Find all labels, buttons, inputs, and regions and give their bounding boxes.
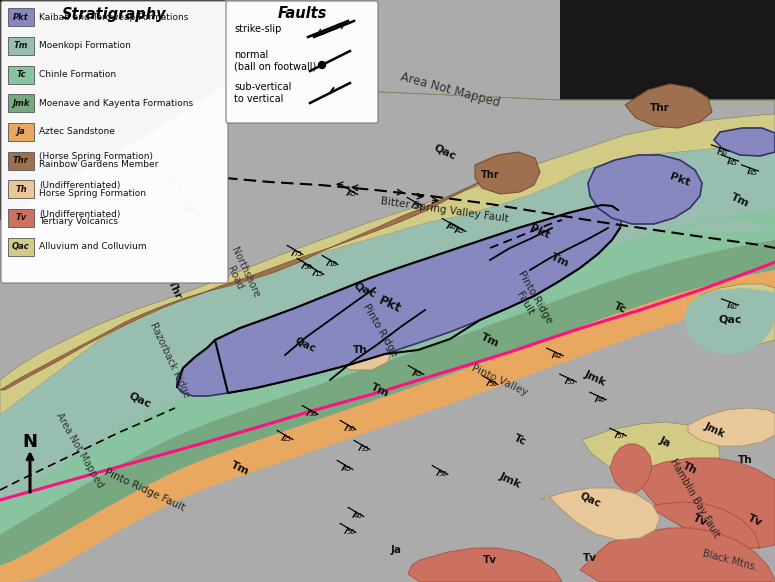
- Text: (Undifferentiated): (Undifferentiated): [39, 181, 120, 190]
- Text: N: N: [22, 433, 37, 451]
- Text: Qac: Qac: [179, 201, 205, 219]
- Text: Jmk: Jmk: [703, 421, 727, 439]
- Text: Jmk: Jmk: [583, 368, 608, 388]
- Text: 10: 10: [328, 261, 337, 267]
- Text: Rainbow Gardens Member: Rainbow Gardens Member: [39, 160, 158, 169]
- Text: 55: 55: [567, 379, 575, 385]
- Text: Pkt: Pkt: [377, 294, 403, 316]
- Text: Pinto Ridge: Pinto Ridge: [361, 302, 399, 358]
- Text: Razorback Ridge: Razorback Ridge: [148, 321, 191, 399]
- Text: Tm: Tm: [549, 251, 571, 269]
- Text: Tv: Tv: [746, 512, 764, 528]
- Bar: [8, 94, 34, 112]
- Text: Qac: Qac: [432, 143, 458, 161]
- Bar: [8, 152, 34, 170]
- Text: Th: Th: [738, 455, 753, 465]
- Polygon shape: [688, 408, 775, 446]
- Polygon shape: [638, 458, 775, 548]
- Text: Thr: Thr: [167, 279, 184, 301]
- Text: Tm: Tm: [479, 331, 501, 349]
- Polygon shape: [0, 175, 490, 390]
- Bar: [8, 180, 34, 198]
- Bar: [8, 66, 34, 84]
- Text: Hamblin Bay Fault: Hamblin Bay Fault: [668, 457, 722, 539]
- Bar: [8, 8, 34, 26]
- Polygon shape: [0, 240, 775, 566]
- Text: Stratigraphy: Stratigraphy: [62, 8, 167, 23]
- Text: 45: 45: [456, 228, 465, 234]
- Text: Qac: Qac: [127, 391, 153, 410]
- Text: Tm: Tm: [14, 41, 28, 51]
- Text: Th: Th: [353, 345, 367, 355]
- Text: Pkt: Pkt: [13, 13, 29, 22]
- Polygon shape: [588, 155, 702, 224]
- Text: Thr: Thr: [13, 156, 29, 165]
- Text: 45: 45: [348, 191, 357, 197]
- Text: Aztec Sandstone: Aztec Sandstone: [39, 127, 115, 137]
- Text: normal
(ball on footwall): normal (ball on footwall): [234, 50, 316, 72]
- Text: Pinto Ridge Fault: Pinto Ridge Fault: [103, 467, 187, 513]
- Text: 45: 45: [749, 169, 758, 176]
- Polygon shape: [0, 175, 775, 506]
- Text: Qac: Qac: [293, 336, 317, 354]
- Text: Northshore
Road: Northshore Road: [219, 246, 261, 304]
- Text: Black Mtns.: Black Mtns.: [701, 548, 759, 572]
- Text: Tv: Tv: [16, 214, 26, 222]
- Text: 35: 35: [360, 446, 369, 452]
- Polygon shape: [0, 85, 775, 415]
- Text: Jmk: Jmk: [12, 99, 29, 108]
- Text: 25: 25: [283, 436, 291, 442]
- Text: Pkt: Pkt: [669, 172, 691, 188]
- Text: Pinto Valley: Pinto Valley: [470, 363, 529, 398]
- Text: Tm: Tm: [729, 191, 751, 208]
- Text: Tc: Tc: [16, 70, 26, 79]
- Text: Ja: Ja: [16, 127, 26, 137]
- Text: Area Not Mapped: Area Not Mapped: [130, 122, 190, 202]
- Polygon shape: [680, 220, 775, 354]
- Text: 45: 45: [414, 371, 422, 377]
- Text: Qac: Qac: [12, 242, 30, 251]
- Polygon shape: [0, 0, 225, 220]
- Text: Thr: Thr: [650, 103, 670, 113]
- Bar: [8, 237, 34, 255]
- Text: Qac: Qac: [718, 315, 742, 325]
- Text: Tv: Tv: [483, 555, 497, 565]
- Polygon shape: [0, 270, 775, 582]
- Text: Tv: Tv: [691, 512, 709, 528]
- Text: Tv: Tv: [583, 553, 597, 563]
- Polygon shape: [714, 128, 775, 156]
- Text: Qac: Qac: [578, 491, 602, 509]
- Text: 50: 50: [719, 150, 728, 155]
- Text: 46: 46: [597, 398, 605, 403]
- Text: 45: 45: [729, 159, 738, 166]
- Text: Bitter Spring Valley Fault: Bitter Spring Valley Fault: [381, 196, 510, 224]
- Text: Kaibab and Toroweap Formations: Kaibab and Toroweap Formations: [39, 13, 188, 22]
- Polygon shape: [605, 444, 760, 548]
- Text: Faults: Faults: [277, 5, 327, 20]
- Text: Thr: Thr: [480, 170, 499, 180]
- Text: 50: 50: [488, 381, 497, 387]
- Text: Horse Spring Formation: Horse Spring Formation: [39, 189, 146, 198]
- Text: 40: 40: [729, 304, 738, 310]
- Text: Th: Th: [16, 185, 27, 194]
- Bar: [8, 37, 34, 55]
- Text: 30: 30: [308, 411, 317, 417]
- Polygon shape: [580, 528, 775, 582]
- Polygon shape: [333, 332, 392, 370]
- Text: 15: 15: [314, 271, 323, 277]
- Polygon shape: [0, 145, 775, 448]
- Text: Th: Th: [681, 460, 699, 475]
- Text: Moenkopi Formation: Moenkopi Formation: [39, 41, 131, 51]
- Text: 42: 42: [553, 353, 562, 360]
- FancyBboxPatch shape: [1, 1, 228, 283]
- Circle shape: [319, 62, 326, 69]
- Text: 40: 40: [448, 224, 457, 230]
- Text: 50: 50: [346, 529, 355, 535]
- Text: 50: 50: [303, 264, 312, 270]
- Polygon shape: [688, 284, 775, 344]
- Text: 30: 30: [346, 426, 355, 432]
- Polygon shape: [540, 488, 660, 540]
- Text: 50: 50: [413, 203, 422, 209]
- Polygon shape: [582, 422, 720, 480]
